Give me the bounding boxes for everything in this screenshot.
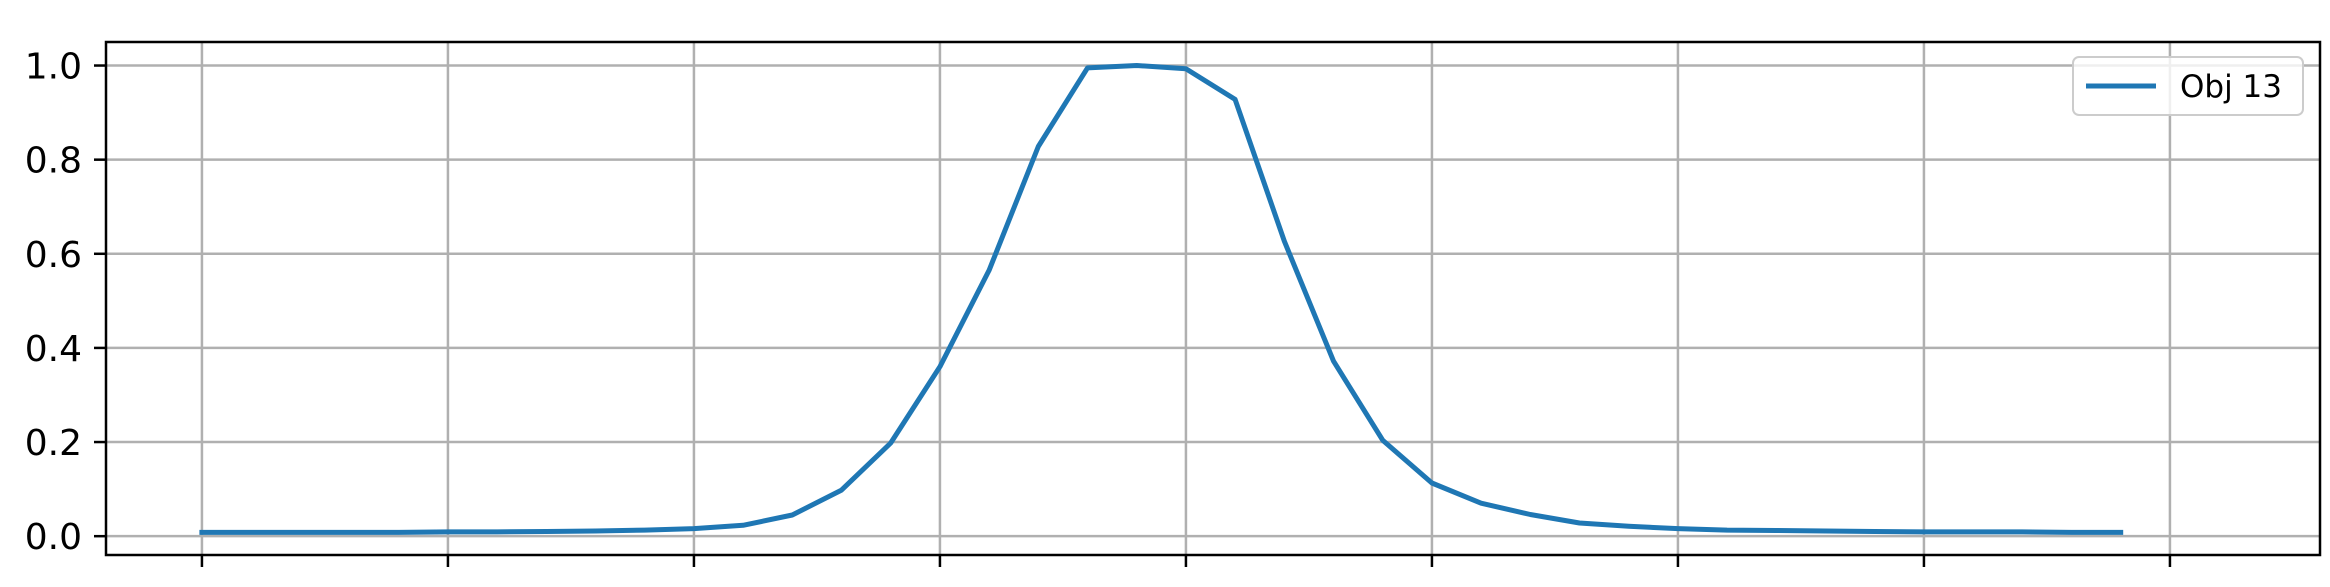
y-tick-label-4: 0.8 [25,141,82,182]
legend: Obj 13 [2072,56,2304,116]
y-tick-label-5: 1.0 [25,47,82,88]
axis-ticks: 0.0 0.2 0.4 0.6 0.8 1.0 [25,47,2172,567]
plot-area-background [106,42,2320,555]
y-tick-label-3: 0.6 [25,235,82,276]
y-tick-label-0: 0.0 [25,517,82,558]
y-tick-label-2: 0.4 [25,329,82,370]
series-layer [199,63,2124,535]
grid [106,42,2320,555]
y-tick-label-1: 0.2 [25,423,82,464]
series-line-0 [199,63,2124,535]
legend-box [2072,56,2304,116]
legend-label-obj-13: Obj 13 [2180,69,2282,105]
plot-frame [104,40,2322,557]
